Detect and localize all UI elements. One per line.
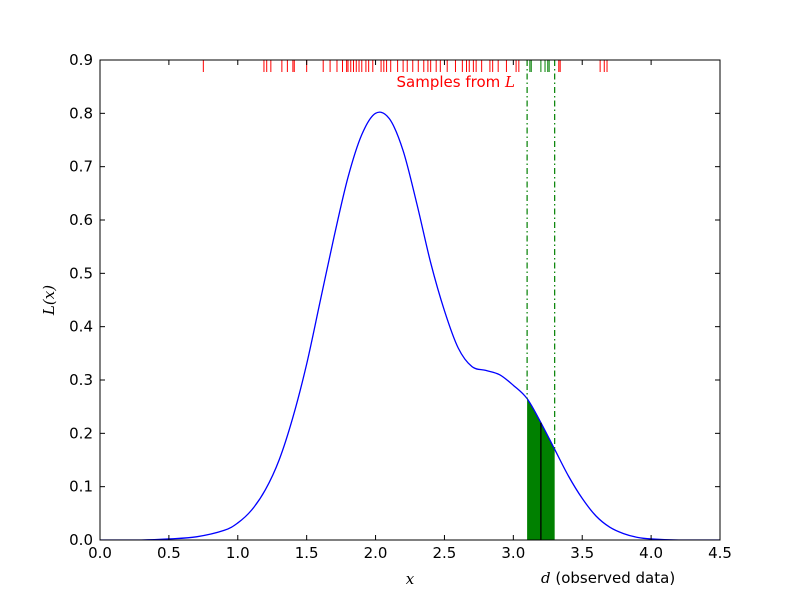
x-tick-label: 1.0 [226, 544, 250, 562]
y-tick-label: 0.3 [69, 371, 93, 389]
y-axis-label: L(x) [40, 285, 58, 316]
x-axis-label: x [406, 570, 415, 588]
x-tick-label: 0.0 [88, 544, 112, 562]
x-tick-label: 3.0 [501, 544, 525, 562]
x-tick-label: 2.5 [433, 544, 457, 562]
x-tick-label: 2.0 [364, 544, 388, 562]
x-ticks: 0.0 0.5 1.0 1.5 2.0 2.5 3.0 3.5 4.0 4.5 [88, 60, 732, 562]
observed-data-math: d [541, 569, 551, 587]
samples-label: Samples from L [397, 73, 516, 91]
y-tick-label: 0.2 [69, 424, 93, 442]
y-tick-label: 0.5 [69, 264, 93, 282]
y-tick-label: 0.9 [69, 51, 93, 69]
x-tick-label: 0.5 [157, 544, 181, 562]
samples-label-text: Samples from [397, 73, 506, 91]
interval-lines-layer [526, 60, 556, 540]
observed-data-label: d (observed data) [541, 569, 675, 587]
y-tick-label: 0.1 [69, 478, 93, 496]
plot-frame [99, 59, 721, 541]
y-tick-label: 0.6 [69, 211, 93, 229]
y-tick-label: 0.0 [69, 531, 93, 549]
x-tick-label: 3.5 [570, 544, 594, 562]
observed-data-text: (observed data) [551, 569, 676, 587]
y-ticks: 0.0 0.1 0.2 0.3 0.4 0.5 0.6 0.7 0.8 0.9 [69, 51, 720, 549]
y-tick-label: 0.8 [69, 104, 93, 122]
x-tick-label: 4.0 [639, 544, 663, 562]
samples-label-math: L [504, 73, 515, 91]
x-tick-label: 1.5 [295, 544, 319, 562]
curve-layer [100, 111, 720, 540]
y-tick-label: 0.4 [69, 318, 93, 336]
x-tick-label: 4.5 [708, 544, 732, 562]
y-tick-label: 0.7 [69, 158, 93, 176]
likelihood-curve [100, 111, 720, 540]
sample-rug-layer [202, 60, 608, 72]
